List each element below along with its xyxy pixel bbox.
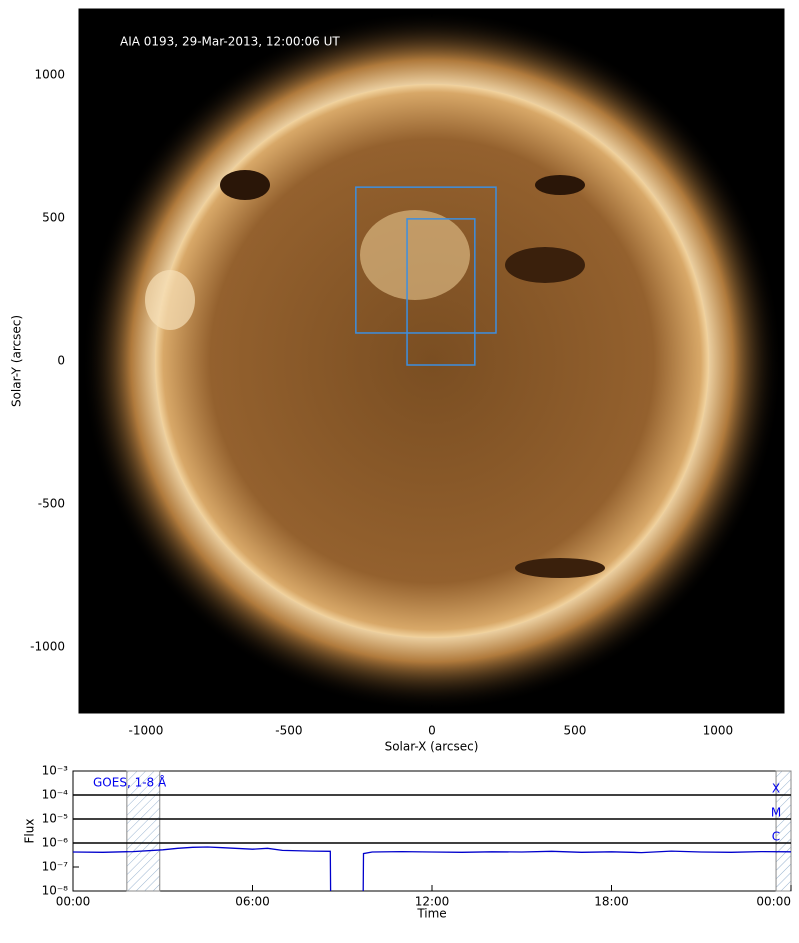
x-tick-label: 12:00	[415, 895, 450, 909]
dark-region	[535, 175, 585, 195]
class-label: C	[772, 830, 780, 844]
flux-line	[72, 846, 792, 892]
dark-region	[515, 558, 605, 578]
shaded-interval	[126, 770, 161, 892]
shaded-interval	[775, 770, 792, 892]
y-tick-label: 10⁻⁸	[42, 884, 69, 898]
y-tick-label: -1000	[30, 639, 65, 653]
dark-region	[220, 170, 270, 200]
region-box	[355, 186, 497, 334]
x-tick-label: 00:00	[56, 895, 91, 909]
y-tick-label: 1000	[34, 68, 65, 82]
chart-layer: -1000 -500 0 500 1000 -1000 -500 0 500 1000 Solar-…	[10, 9, 792, 921]
region-box	[406, 218, 476, 366]
goes-label: GOES, 1-8 Å	[93, 775, 167, 790]
y-tick-label: 0	[57, 354, 65, 368]
y-axis-label: Solar-Y (arcsec)	[10, 315, 24, 407]
bright-region	[360, 210, 470, 300]
x-tick-label: 0	[428, 724, 436, 738]
bright-region	[145, 270, 195, 330]
y-tick-label: 500	[42, 211, 65, 225]
x-tick-label: 00:00	[756, 895, 791, 909]
solar-image	[79, 9, 784, 713]
solar-disk	[155, 84, 709, 638]
y-tick-label: 10⁻⁵	[42, 812, 69, 826]
y-tick-label: 10⁻⁷	[42, 860, 69, 874]
y-tick-label: 10⁻⁴	[42, 788, 69, 802]
x-tick-label: 18:00	[594, 895, 629, 909]
x-axis-label: Time	[416, 907, 446, 921]
x-tick-label: -1000	[128, 724, 163, 738]
x-tick-label: 06:00	[235, 895, 270, 909]
x-tick-label: -500	[275, 724, 302, 738]
class-label: X	[772, 782, 780, 796]
y-tick-label: 10⁻³	[42, 764, 69, 778]
y-axis-label: Flux	[23, 819, 37, 844]
x-tick-label: 500	[563, 724, 586, 738]
class-label: M	[771, 806, 781, 820]
x-axis-label: Solar-X (arcsec)	[385, 740, 479, 754]
y-tick-label: -500	[38, 496, 65, 510]
x-tick-label: 1000	[703, 724, 734, 738]
dark-region	[505, 247, 585, 283]
y-tick-label: 10⁻⁶	[42, 836, 69, 850]
goes-frame	[72, 770, 792, 892]
image-title: AIA 0193, 29-Mar-2013, 12:00:06 UT	[120, 35, 340, 49]
